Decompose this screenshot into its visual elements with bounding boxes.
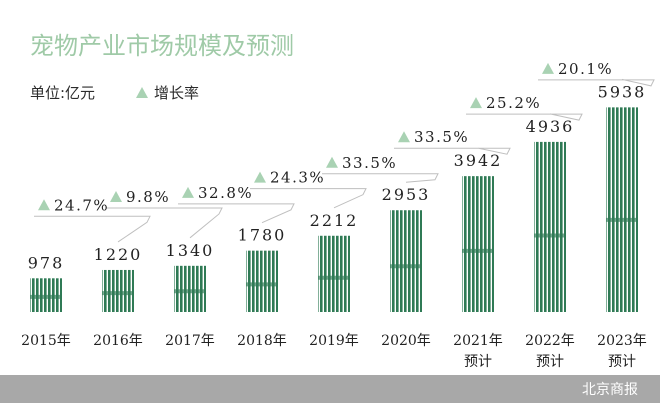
- unit-label: 单位:亿元: [30, 84, 95, 102]
- bar-8: [606, 107, 638, 312]
- growth-callout-line-1: [34, 215, 151, 243]
- bars: [30, 107, 638, 312]
- x-label-3: 2018年: [237, 333, 287, 349]
- bar-5: [390, 210, 422, 312]
- growth-callout-line-7: [466, 113, 583, 121]
- growth-triangle-icon-1: [38, 199, 50, 211]
- value-label-4: 2212: [310, 211, 359, 230]
- growth-label-3: 32.8%: [198, 184, 253, 202]
- value-label-1: 1220: [94, 245, 143, 264]
- growth-labels: 24.7% 9.8% 32.8% 24.3% 33.5% 33.5% 25.2% 20.1%: [38, 60, 613, 214]
- legend-triangle-icon: [136, 87, 148, 98]
- growth-triangle-icon-5: [326, 156, 338, 168]
- value-label-3: 1780: [238, 226, 287, 245]
- growth-callout-lines: [34, 78, 655, 243]
- growth-callout-line-8: [538, 78, 655, 87]
- x-label-6: 2021年: [453, 333, 503, 349]
- value-label-2: 1340: [166, 241, 215, 260]
- x-label-1: 2016年: [93, 333, 143, 349]
- x-label-7: 2022年: [525, 333, 575, 349]
- bar-3: [246, 250, 278, 312]
- x-label-2: 2017年: [165, 333, 215, 349]
- chart-title: 宠物产业市场规模及预测: [30, 32, 294, 60]
- value-labels: 978 1220 1340 1780 2212 2953 3942 4936 5938: [28, 82, 647, 272]
- growth-callout-line-3: [178, 203, 295, 224]
- growth-triangle-icon-3: [182, 186, 194, 198]
- growth-label-8: 20.1%: [558, 60, 613, 78]
- bar-7: [534, 141, 566, 312]
- growth-callout-line-6: [394, 147, 511, 155]
- growth-label-4: 24.3%: [270, 169, 325, 187]
- x-label-8: 2023年: [597, 333, 647, 349]
- growth-label-1: 24.7%: [54, 196, 109, 214]
- growth-triangle-icon-4: [254, 171, 266, 183]
- value-label-8: 5938: [598, 82, 647, 101]
- x-note-6: 预计: [464, 354, 492, 370]
- x-label-5: 2020年: [381, 333, 431, 349]
- x-note-8: 预计: [608, 354, 636, 370]
- growth-callout-line-2: [106, 207, 223, 239]
- x-label-0: 2015年: [21, 333, 71, 349]
- source-label: 北京商报: [582, 382, 638, 398]
- bar-4: [318, 235, 350, 312]
- growth-label-7: 25.2%: [486, 94, 541, 112]
- bottom-band: [0, 375, 660, 403]
- growth-triangle-icon-6: [398, 131, 410, 143]
- growth-triangle-icon-2: [110, 190, 122, 202]
- x-label-4: 2019年: [309, 333, 359, 349]
- growth-label-2: 9.8%: [126, 188, 170, 206]
- growth-triangle-icon-7: [470, 97, 482, 109]
- value-label-5: 2953: [382, 185, 431, 204]
- bar-1: [102, 269, 134, 312]
- bar-6: [462, 176, 494, 312]
- growth-callout-line-4: [250, 188, 367, 209]
- value-label-7: 4936: [526, 117, 575, 136]
- growth-label-6: 33.5%: [414, 128, 469, 146]
- value-label-6: 3942: [454, 151, 503, 170]
- bar-2: [174, 265, 206, 312]
- legend-label: 增长率: [154, 84, 199, 102]
- growth-label-5: 33.5%: [342, 154, 397, 172]
- growth-callout-line-5: [322, 173, 439, 183]
- growth-triangle-icon-8: [542, 62, 554, 74]
- value-label-0: 978: [28, 253, 65, 272]
- x-note-7: 预计: [536, 354, 564, 370]
